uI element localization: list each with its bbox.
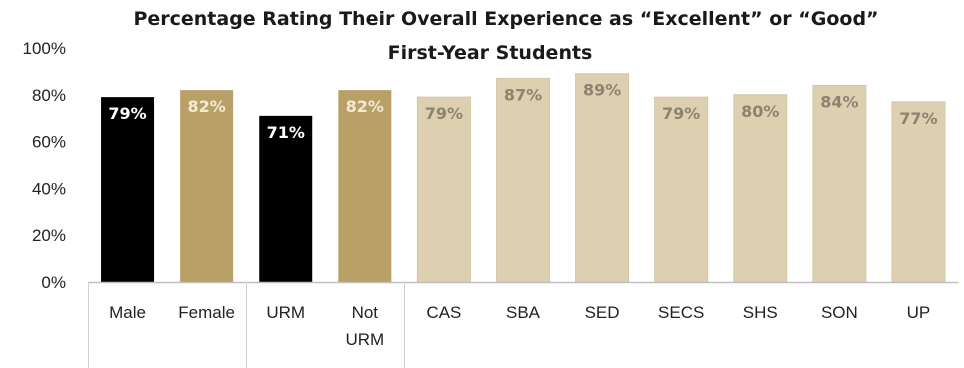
data-label: 80% <box>741 102 779 121</box>
y-tick-label: 80% <box>32 86 66 105</box>
bar <box>496 77 550 283</box>
y-tick-label: 100% <box>23 39 66 58</box>
y-tick-label: 20% <box>32 226 66 245</box>
bar <box>812 84 867 283</box>
bar <box>654 96 709 283</box>
x-tick-label: URM <box>345 330 384 349</box>
bar <box>891 101 946 283</box>
x-tick-label: URM <box>266 303 305 322</box>
bar <box>416 96 471 283</box>
data-label: 82% <box>187 97 225 116</box>
data-label: 89% <box>583 81 621 100</box>
x-tick-label: Male <box>109 303 146 322</box>
data-label: 79% <box>108 104 146 123</box>
data-label: 77% <box>899 109 937 128</box>
bar <box>575 73 630 283</box>
data-label: 71% <box>267 123 305 142</box>
x-tick-label: SHS <box>743 303 778 322</box>
x-tick-label: Female <box>178 303 235 322</box>
bar <box>259 115 313 282</box>
bar <box>101 97 155 282</box>
x-tick-label: SECS <box>658 303 704 322</box>
data-label: 82% <box>346 97 384 116</box>
bar <box>733 94 788 283</box>
x-tick-label: Not <box>352 303 379 322</box>
x-tick-label: SON <box>821 303 858 322</box>
bar <box>338 90 392 283</box>
bar <box>180 90 234 283</box>
chart-title: Percentage Rating Their Overall Experien… <box>133 8 879 30</box>
y-tick-label: 0% <box>41 273 66 292</box>
y-tick-label: 60% <box>32 133 66 152</box>
x-tick-label: CAS <box>426 303 461 322</box>
data-label: 79% <box>425 104 463 123</box>
data-label: 79% <box>662 104 700 123</box>
x-tick-label: SED <box>585 303 620 322</box>
x-tick-label: SBA <box>506 303 541 322</box>
chart-subtitle: First-Year Students <box>387 42 593 64</box>
y-tick-label: 40% <box>32 179 66 198</box>
x-tick-label: UP <box>907 303 931 322</box>
data-label: 84% <box>820 92 858 111</box>
data-label: 87% <box>504 85 542 104</box>
